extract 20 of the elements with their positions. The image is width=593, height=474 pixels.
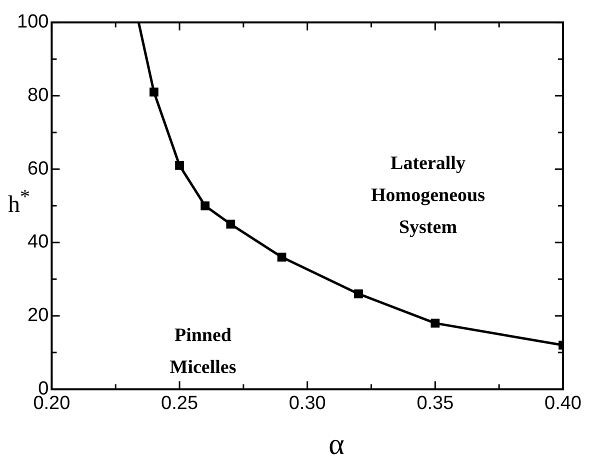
y-tick-label: 100 [17, 12, 49, 33]
annotation: Laterally Homogeneous System [371, 152, 485, 240]
y-axis-title: h$^{*}$ [8, 186, 30, 219]
point [150, 88, 158, 97]
y-tick-label: 40 [28, 232, 49, 253]
x-tick-label: 0.35 [416, 392, 454, 414]
x-axis-title: α [328, 428, 346, 462]
x-tick-label: 0.30 [288, 392, 326, 414]
point [354, 289, 363, 298]
x-tick-label: 0.25 [161, 392, 198, 414]
y-tick-label: 20 [28, 305, 49, 326]
x-tick-label: 0.40 [544, 392, 582, 414]
point [200, 201, 210, 210]
y-tick-label: 60 [28, 158, 49, 180]
point [226, 220, 236, 229]
point [277, 252, 286, 262]
point [430, 318, 440, 328]
point [175, 161, 184, 170]
y-tick-label: 80 [28, 84, 49, 106]
annotation: Pinned Micelles [170, 324, 236, 380]
